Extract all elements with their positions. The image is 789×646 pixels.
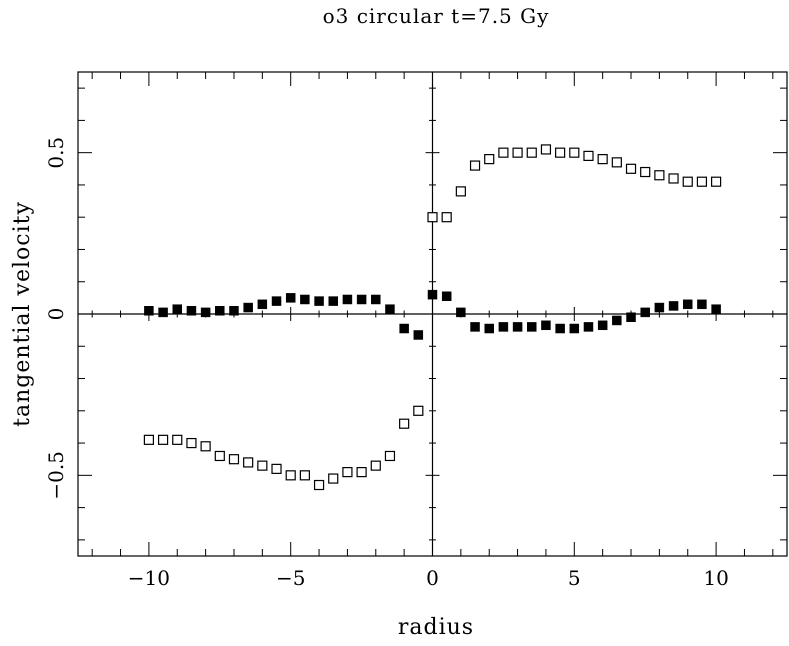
open-square-point [526,147,537,158]
x-tick-label: −5 [276,566,305,590]
chart-title: o3 circular t=7.5 Gy [323,4,550,28]
open-square-point [370,460,381,471]
open-square-point [157,434,169,445]
open-square-point [384,450,396,462]
filled-square-point [271,296,282,306]
open-square-point [299,470,310,481]
open-square-point [512,147,523,158]
filled-square-point [654,302,665,313]
open-square-point [583,150,594,161]
open-square-point [413,405,424,416]
open-square-point [696,176,708,187]
filled-square-point [527,322,537,332]
filled-square-point [356,294,367,305]
x-axis-label: radius [398,615,474,640]
filled-square-point [328,296,338,306]
open-square-point [668,173,679,184]
open-square-point [356,467,367,478]
x-tick-label: 5 [568,566,581,590]
x-tick-label: −10 [128,566,170,590]
filled-square-point [314,296,324,306]
open-square-point [271,463,282,474]
open-square-point [654,170,665,181]
filled-square-point [427,289,438,300]
data-points [143,144,722,491]
filled-square-point [498,322,509,332]
filled-square-point [257,299,268,310]
open-square-point [710,176,722,187]
filled-square-point [200,307,211,318]
filled-square-point [186,306,197,316]
x-tick-label: 10 [703,566,728,590]
filled-square-point [229,306,239,316]
filled-square-point [243,302,253,313]
open-square-point [214,450,225,462]
filled-square-point [626,312,636,322]
open-square-point [455,186,466,197]
filled-square-point [413,330,424,340]
open-square-point [257,460,268,471]
filled-square-point [456,307,466,318]
open-square-point [441,212,452,223]
open-square-point [342,467,353,478]
y-tick-label: 0.5 [44,137,68,169]
filled-square-point [597,320,608,331]
open-square-point [285,470,296,481]
open-square-point [555,147,566,158]
filled-square-point [172,304,183,314]
filled-square-point [682,299,693,310]
open-square-point [625,163,637,174]
filled-square-point [541,320,551,331]
filled-square-point [512,322,523,332]
open-square-point [328,473,339,484]
filled-square-point [144,306,154,316]
filled-square-point [371,294,381,305]
filled-square-point [158,307,168,318]
filled-square-point [555,323,565,334]
y-axis-label: tangential velocity [10,201,35,427]
filled-square-point [215,306,225,316]
open-square-point [484,154,495,165]
open-square-point [540,144,552,155]
axis-ticks [78,72,787,556]
filled-square-point [441,291,452,302]
filled-square-point [385,304,395,314]
open-square-point [200,441,211,452]
open-square-point [399,418,410,429]
open-square-point [640,166,651,178]
x-tick-label: 0 [426,566,439,590]
filled-square-point [342,294,353,305]
open-square-point [143,434,154,445]
filled-square-point [583,322,594,332]
filled-square-point [640,307,650,318]
open-square-point [597,154,608,165]
filled-square-point [285,293,296,303]
filled-square-point [711,304,721,314]
filled-square-point [697,299,707,310]
filled-square-point [399,323,409,334]
filled-square-point [668,301,679,311]
filled-square-point [612,315,622,326]
filled-square-point [300,294,310,305]
open-square-point [427,212,438,223]
open-square-point [682,176,693,187]
open-square-point [569,147,580,158]
open-square-point [243,457,254,468]
filled-square-point [569,323,580,334]
open-square-point [228,454,240,465]
y-tick-label: −0.5 [44,451,68,500]
filled-square-point [470,322,480,332]
tick-labels: −10 −5 0 5 10 −0.5 0 0.5 [44,137,729,590]
open-square-point [186,437,197,449]
open-square-point [172,434,183,445]
open-square-point [611,157,622,168]
filled-square-point [484,323,494,334]
open-square-point [313,479,325,491]
open-square-point [469,160,481,171]
y-tick-label: 0 [44,308,68,321]
open-square-point [498,147,509,158]
